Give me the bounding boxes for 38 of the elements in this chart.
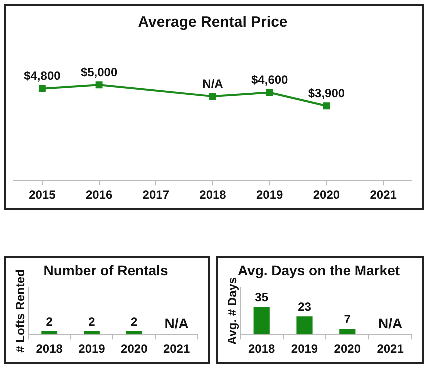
x-tick-label: 2021	[163, 342, 190, 356]
x-tick-label: 2018	[248, 342, 276, 356]
data-label: $4,600	[252, 73, 289, 88]
point	[38, 85, 46, 92]
x-tick-label: 2017	[142, 188, 170, 202]
data-label: 23	[298, 300, 312, 314]
text: N/A	[378, 315, 403, 332]
data-label: $3,900	[308, 86, 346, 100]
data-label: 2	[131, 314, 138, 329]
x-tick-label: 2020	[334, 342, 362, 356]
x-tick-label: 2019	[256, 188, 284, 202]
y-axis-title: Avg. # Days	[226, 277, 240, 345]
data-label: N/A	[202, 76, 224, 91]
x-tick-label: 2018	[36, 342, 64, 356]
data-label: $4,800	[24, 69, 62, 84]
data-label: 2	[46, 314, 54, 329]
x-tick-label: 2016	[86, 188, 113, 202]
x-tick-label: 2019	[78, 342, 106, 356]
data-label: 2	[88, 314, 96, 329]
data-label: $5,000	[80, 65, 118, 80]
x-tick-label: 2019	[291, 342, 318, 356]
y-axis-title: # Lofts Rented	[14, 270, 28, 353]
point	[266, 89, 274, 96]
point	[323, 102, 330, 110]
x-tick-label: 2015	[29, 188, 56, 202]
chart-title: Avg. Days on the Market	[238, 262, 400, 278]
x-tick-label: 2020	[121, 342, 148, 356]
point	[210, 93, 216, 100]
data-label: 35	[255, 290, 269, 305]
x-tick-label: 2020	[313, 188, 340, 202]
chart-title: Average Rental Price	[138, 14, 288, 32]
x-tick-label: 2021	[370, 188, 398, 202]
chart-title: Number of Rentals	[44, 262, 168, 278]
point	[96, 82, 103, 89]
x-tick-label: 2021	[377, 342, 404, 356]
data-label: 7	[344, 312, 352, 326]
x-tick-label: 2018	[200, 188, 227, 202]
text: N/A	[164, 315, 189, 332]
